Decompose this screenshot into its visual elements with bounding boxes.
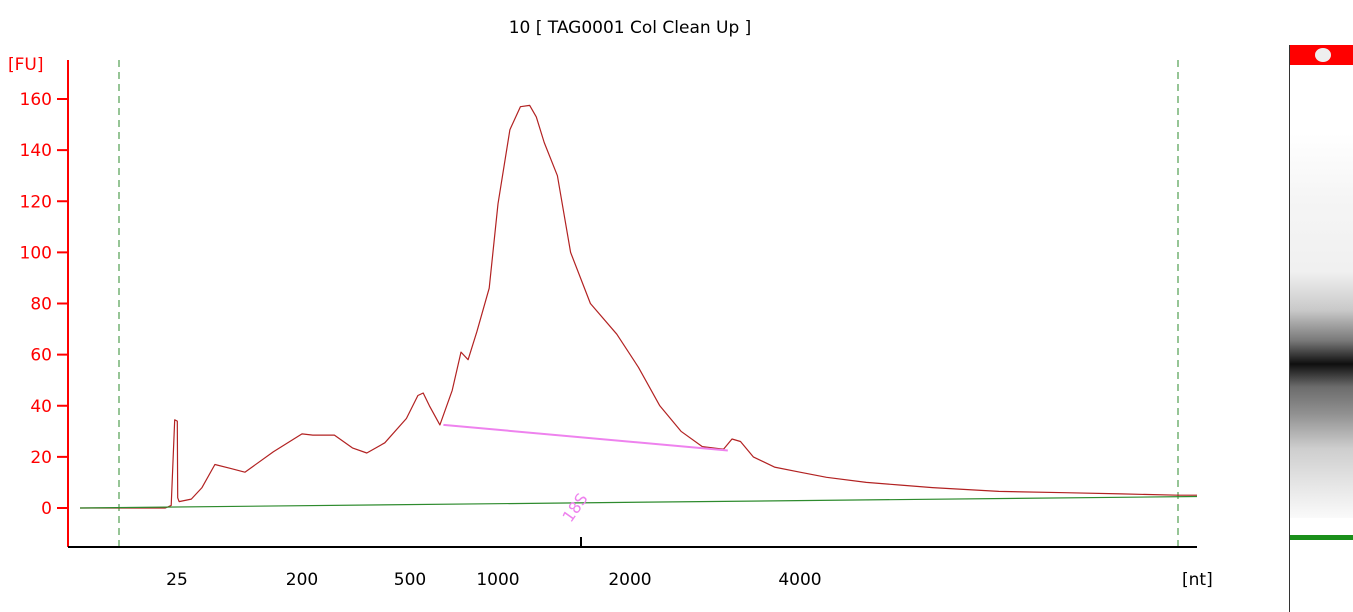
- y-tick-label: 20: [30, 448, 52, 468]
- y-tick-label: 60: [30, 346, 52, 366]
- annotations: 18S: [559, 490, 592, 547]
- region-baseline-line: [443, 423, 728, 452]
- x-tick-label: 200: [286, 570, 318, 590]
- y-tick-label: 140: [20, 141, 52, 161]
- y-axis-label: [FU]: [8, 55, 44, 75]
- gel-lane-bottom-marker: [1290, 535, 1353, 540]
- y-ticks: 0 20 40 60 80 100 120 140 160: [20, 90, 68, 519]
- gel-lane-bands: [1290, 133, 1353, 518]
- chart-title: 10 [ TAG0001 Col Clean Up ]: [509, 18, 752, 38]
- x-ticks: 25 200 500 1000 2000 4000: [166, 570, 821, 590]
- y-tick-label: 100: [20, 243, 52, 263]
- signal-trace: [80, 104, 1197, 509]
- annotation-label: 18S: [559, 490, 592, 526]
- x-tick-label: 500: [394, 570, 426, 590]
- baseline-line: [79, 495, 1198, 509]
- gel-lane-top-marker-dot: [1315, 48, 1331, 62]
- x-tick-label: 1000: [476, 570, 519, 590]
- series-layer: [79, 104, 1198, 509]
- x-tick-label: 25: [166, 570, 188, 590]
- x-tick-label: 4000: [778, 570, 821, 590]
- vertical-markers: [118, 60, 1179, 547]
- x-axis-label: [nt]: [1182, 570, 1213, 590]
- y-tick-label: 40: [30, 397, 52, 417]
- gel-lane: [1289, 45, 1353, 612]
- y-tick-label: 120: [20, 192, 52, 212]
- y-tick-label: 80: [30, 295, 52, 315]
- y-tick-label: 0: [41, 499, 52, 519]
- y-tick-label: 160: [20, 90, 52, 110]
- axes: [67, 60, 1197, 548]
- x-tick-label: 2000: [608, 570, 651, 590]
